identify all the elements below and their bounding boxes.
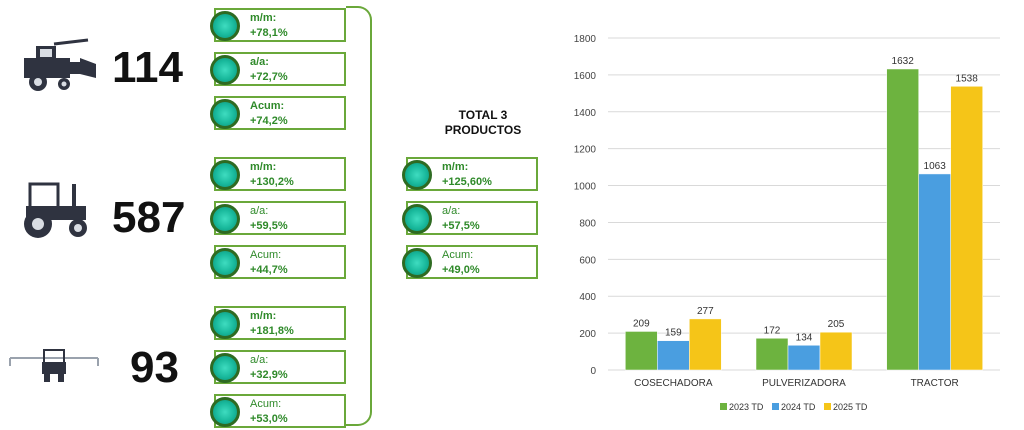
- data-label: 1063: [924, 161, 947, 172]
- y-tick-label: 800: [579, 218, 596, 229]
- stat-value: +53,0%: [250, 413, 288, 425]
- y-tick-label: 200: [579, 329, 596, 340]
- stat-label: m/m:: [250, 12, 277, 24]
- bar: [689, 318, 722, 371]
- data-label: 205: [828, 319, 845, 330]
- combine-acum-stat: Acum: +74,2%: [210, 96, 346, 130]
- sprayer-acum-stat: Acum: +53,0%: [210, 394, 346, 428]
- data-label: 172: [764, 325, 781, 336]
- tractor-acum-stat: Acum: +44,7%: [210, 245, 346, 279]
- bar: [819, 331, 853, 371]
- stat-label: a/a:: [250, 354, 269, 366]
- sprayer-mm-stat: m/m: +181,8%: [210, 306, 346, 340]
- x-tick-label: COSECHADORA: [634, 378, 713, 389]
- combine-count: 114: [112, 43, 183, 92]
- stat-value: +44,7%: [250, 264, 288, 276]
- sprayer-aa-stat: a/a: +32,9%: [210, 350, 346, 384]
- bar: [886, 68, 919, 371]
- stat-value: +130,2%: [250, 176, 294, 188]
- legend-label: 2025 TD: [833, 402, 868, 412]
- stat-label: a/a:: [250, 205, 269, 217]
- y-tick-label: 1600: [574, 71, 597, 82]
- tractor-icon: [14, 176, 94, 245]
- bar: [918, 173, 951, 371]
- sprayer-count: 93: [130, 343, 179, 392]
- stat-label: m/m:: [442, 161, 469, 173]
- legend-label: 2024 TD: [781, 402, 816, 412]
- group-bracket: [346, 6, 372, 426]
- y-tick-label: 1000: [574, 182, 597, 193]
- stat-label: m/m:: [250, 161, 277, 173]
- circle-bullet-icon: [210, 11, 240, 41]
- x-tick-label: TRACTOR: [911, 378, 959, 389]
- circle-bullet-icon: [402, 160, 432, 190]
- combine-mm-stat: m/m: +78,1%: [210, 8, 346, 42]
- circle-bullet-icon: [210, 309, 240, 339]
- y-tick-label: 400: [579, 292, 596, 303]
- bar: [755, 338, 789, 371]
- legend-swatch: [720, 403, 727, 410]
- data-label: 159: [665, 328, 682, 339]
- tractor-count: 587: [112, 193, 186, 242]
- circle-bullet-icon: [210, 353, 240, 383]
- combine-harvester-icon: [18, 38, 98, 99]
- tractor-mm-stat: m/m: +130,2%: [210, 157, 346, 191]
- stat-value: +57,5%: [442, 220, 480, 232]
- legend-swatch: [772, 403, 779, 410]
- bar: [787, 345, 821, 371]
- bar: [625, 331, 658, 371]
- sprayer-icon: [8, 344, 100, 389]
- y-tick-label: 1800: [574, 34, 597, 45]
- total-aa-stat: a/a: +57,5%: [402, 201, 538, 235]
- circle-bullet-icon: [402, 248, 432, 278]
- legend-swatch: [824, 403, 831, 410]
- x-tick-label: PULVERIZADORA: [762, 378, 846, 389]
- tractor-aa-stat: a/a: +59,5%: [210, 201, 346, 235]
- total-title-line2: PRODUCTOS: [444, 123, 522, 137]
- data-label: 1538: [956, 73, 979, 84]
- circle-bullet-icon: [210, 55, 240, 85]
- total-mm-stat: m/m: +125,60%: [402, 157, 538, 191]
- stat-label: m/m:: [250, 310, 277, 322]
- stat-label: a/a:: [442, 205, 461, 217]
- stat-value: +72,7%: [250, 71, 288, 83]
- total-acum-stat: Acum: +49,0%: [402, 245, 538, 279]
- bar: [950, 86, 983, 371]
- data-label: 134: [796, 332, 813, 343]
- total-title-line1: TOTAL 3: [458, 108, 508, 122]
- data-label: 277: [697, 306, 714, 317]
- circle-bullet-icon: [402, 204, 432, 234]
- y-tick-label: 1200: [574, 145, 597, 156]
- y-tick-label: 0: [590, 366, 596, 377]
- bar-chart: 0 200 400 600 800 1000 1200 1400 1600 1800 209 159 2…: [574, 34, 1000, 412]
- stat-label: Acum:: [442, 249, 474, 261]
- circle-bullet-icon: [210, 99, 240, 129]
- stat-value: +78,1%: [250, 27, 288, 39]
- circle-bullet-icon: [210, 160, 240, 190]
- stat-value: +74,2%: [250, 115, 288, 127]
- circle-bullet-icon: [210, 248, 240, 278]
- data-label: 209: [633, 318, 650, 329]
- stat-label: Acum:: [250, 100, 285, 112]
- stat-value: +125,60%: [442, 176, 492, 188]
- y-tick-label: 1400: [574, 108, 597, 119]
- stat-value: +49,0%: [442, 264, 480, 276]
- y-tick-label: 600: [579, 255, 596, 266]
- stat-label: Acum:: [250, 398, 282, 410]
- stat-value: +59,5%: [250, 220, 288, 232]
- total-title: TOTAL 3 PRODUCTOS: [428, 108, 538, 138]
- circle-bullet-icon: [210, 204, 240, 234]
- data-label: 1632: [892, 56, 915, 67]
- stat-label: a/a:: [250, 56, 269, 68]
- legend-label: 2023 TD: [729, 402, 764, 412]
- stat-value: +32,9%: [250, 369, 288, 381]
- combine-aa-stat: a/a: +72,7%: [210, 52, 346, 86]
- stat-label: Acum:: [250, 249, 282, 261]
- stat-value: +181,8%: [250, 325, 294, 337]
- bar: [657, 340, 690, 371]
- circle-bullet-icon: [210, 397, 240, 427]
